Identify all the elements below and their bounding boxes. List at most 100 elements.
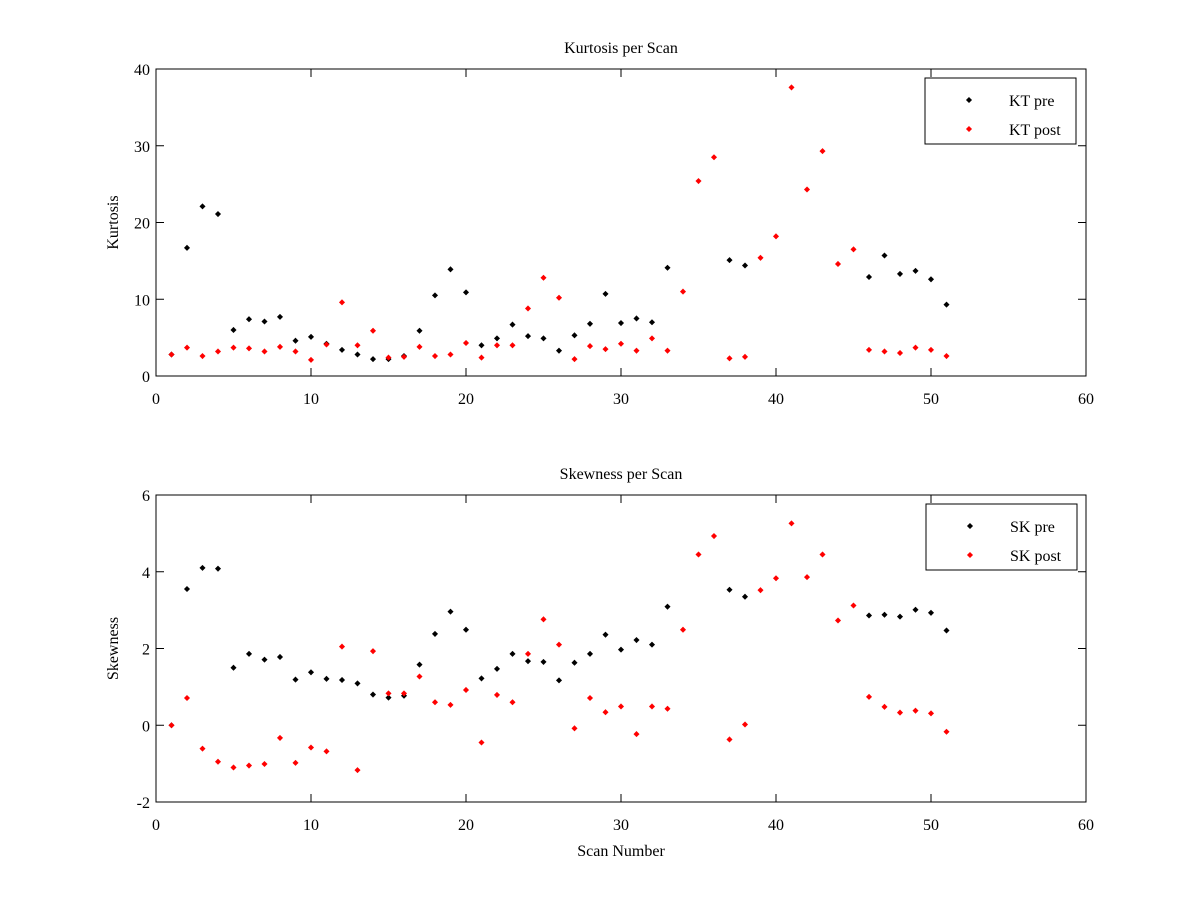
kurtosis-per-scan-xtick-label: 50: [923, 391, 939, 408]
sk-pre-point: [276, 653, 284, 660]
kurtosis-per-scan-series-kt-pre: [168, 203, 950, 363]
kt-pre-legend-marker: [965, 96, 973, 104]
kurtosis-panel: 0 10 20 30 40 50 60 0 10 20 30 40 Kurtosis per Scan K…: [105, 40, 1094, 408]
sk-post-point: [865, 693, 873, 700]
sk-post-point: [648, 703, 656, 710]
kt-post-point: [881, 348, 888, 355]
kt-post-point: [400, 353, 408, 360]
kt-post-point: [741, 353, 749, 360]
sk-post-point: [493, 691, 501, 698]
kt-pre-point: [509, 321, 516, 328]
sk-post-point: [788, 520, 795, 527]
kt-post-point: [245, 345, 253, 352]
skewness-per-scan-legend-box: [925, 503, 1078, 571]
skewness-per-scan-ytick-label: -2: [137, 795, 150, 812]
kt-post-point: [323, 341, 330, 348]
kt-post-point: [710, 154, 718, 161]
sk-post-point: [524, 650, 532, 657]
kt-pre-point: [664, 264, 671, 271]
sk-post-point: [307, 744, 315, 751]
sk-post-point: [230, 764, 237, 771]
kt-post-point: [447, 351, 454, 358]
kt-post-point: [943, 353, 950, 360]
sk-post-point: [400, 690, 408, 697]
sk-post-point: [881, 703, 888, 710]
kt-pre-point: [183, 244, 191, 251]
sk-post-point: [834, 617, 842, 624]
sk-post-point: [896, 709, 904, 716]
sk-post-point: [447, 701, 454, 708]
sk-post-point: [385, 690, 392, 697]
kt-post-point: [788, 84, 795, 91]
kt-post-point: [648, 335, 656, 342]
kt-post-point: [183, 344, 191, 351]
sk-pre-point: [354, 680, 361, 687]
sk-pre-point: [447, 608, 454, 615]
sk-pre-point: [912, 606, 919, 613]
kt-pre-point: [292, 337, 299, 344]
sk-pre-point: [214, 565, 222, 572]
sk-pre-point: [943, 627, 950, 634]
sk-post-point: [617, 703, 625, 710]
kurtosis-per-scan-xtick-label: 40: [768, 391, 784, 408]
kt-post-point: [757, 254, 764, 261]
sk-post-point: [354, 767, 361, 774]
kt-pre-point: [927, 276, 935, 283]
sk-post-point: [369, 648, 377, 655]
sk-post-point: [927, 710, 935, 717]
sk-post-point: [199, 745, 206, 752]
sk-pre-point: [478, 675, 485, 682]
kt-pre-point: [199, 203, 206, 210]
sk-post-point: [168, 722, 175, 729]
kt-pre-point: [478, 342, 485, 349]
kt-pre-point: [896, 270, 904, 277]
kt-post-point: [307, 356, 315, 363]
sk-pre-point: [741, 593, 749, 600]
sk-pre-point: [338, 676, 346, 683]
kt-post-point: [478, 354, 485, 361]
kurtosis-per-scan-ytick-label: 40: [134, 62, 150, 79]
kurtosis-per-scan-xtick-label: 10: [303, 391, 319, 408]
sk-post-point: [245, 762, 253, 769]
skewness-per-scan-ytick-label: 0: [142, 718, 150, 735]
kt-post-point: [834, 260, 842, 267]
sk-post-point: [509, 699, 516, 706]
sk-post-point: [586, 694, 594, 702]
sk-post-point: [803, 574, 811, 581]
sk-post-point: [214, 758, 222, 765]
kt-pre-point: [865, 273, 873, 281]
sk-post-point: [555, 641, 563, 648]
sk-pre-point: [416, 661, 423, 668]
skewness-per-scan-series-sk-post: [168, 520, 950, 774]
kt-post-point: [230, 344, 237, 351]
sk-post-point: [571, 725, 578, 732]
kurtosis-per-scan-title: Kurtosis per Scan: [564, 40, 678, 57]
skewness-per-scan-legend: SK pre SK post: [925, 503, 1078, 571]
sk-pre-point: [323, 675, 330, 682]
sk-pre-point: [245, 650, 253, 657]
sk-pre-point: [183, 585, 191, 593]
kt-post-point: [214, 348, 222, 355]
sk-post-point: [664, 705, 671, 712]
sk-post-point: [183, 694, 191, 702]
kt-pre-point: [354, 351, 361, 358]
sk-post-legend-label: SK post: [1010, 548, 1062, 565]
sk-pre-legend-label: SK pre: [1010, 519, 1055, 536]
kt-pre-point: [369, 356, 377, 363]
kt-pre-point: [726, 257, 733, 264]
skewness-per-scan-xtick-label: 0: [152, 817, 160, 834]
sk-pre-point: [896, 613, 904, 620]
kt-post-point: [772, 233, 780, 240]
skewness-per-scan-xlabel: Scan Number: [577, 843, 665, 860]
kt-post-point: [199, 353, 206, 360]
sk-post-point: [540, 616, 547, 623]
kt-pre-legend-label: KT pre: [1009, 93, 1054, 110]
kt-post-point: [679, 288, 687, 295]
sk-pre-point: [881, 611, 888, 618]
kt-pre-point: [741, 262, 749, 269]
sk-pre-point: [664, 603, 671, 610]
kt-pre-point: [462, 289, 470, 296]
sk-pre-point: [648, 641, 656, 648]
